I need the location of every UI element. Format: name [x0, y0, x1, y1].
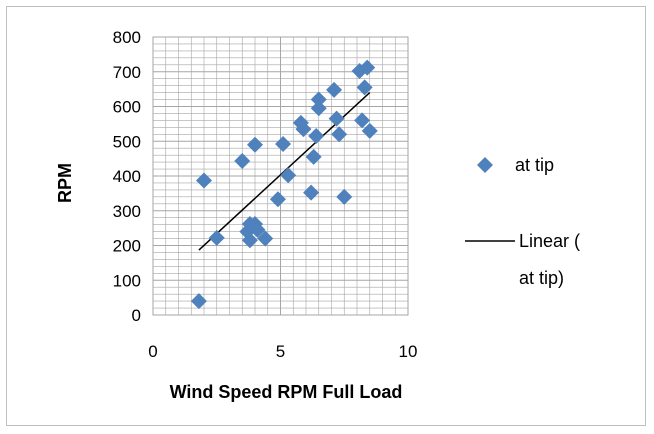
- legend-marker-at-tip: [477, 157, 493, 173]
- data-point: [310, 91, 327, 108]
- tick-label-layer: 0 100 200 300 400 500 600 700 800 0 5 10: [113, 28, 418, 361]
- y-tick-label: 300: [113, 202, 141, 221]
- axis-layer: [152, 36, 409, 316]
- data-point: [275, 136, 292, 153]
- data-point: [303, 184, 320, 201]
- legend-label-trendline: Linear ( at tip): [519, 231, 585, 288]
- data-point: [356, 79, 373, 96]
- y-tick-label: 700: [113, 63, 141, 82]
- data-point: [326, 81, 343, 98]
- data-point: [354, 112, 371, 129]
- legend-label-at-tip: at tip: [515, 155, 554, 175]
- data-point: [336, 188, 353, 205]
- y-tick-label: 400: [113, 167, 141, 186]
- data-point: [196, 172, 212, 189]
- data-point: [359, 59, 376, 76]
- data-point: [257, 230, 274, 247]
- x-tick-label: 0: [148, 342, 157, 361]
- grid-layer: [152, 36, 409, 316]
- y-tick-label: 800: [113, 28, 141, 47]
- data-point: [234, 153, 251, 170]
- y-tick-label: 600: [113, 98, 141, 117]
- data-point: [295, 121, 312, 138]
- x-tick-label: 10: [399, 342, 418, 361]
- x-axis-title: Wind Speed RPM Full Load: [170, 382, 403, 402]
- y-tick-label: 0: [132, 306, 141, 325]
- data-point: [249, 221, 266, 238]
- data-point: [269, 191, 286, 208]
- y-tick-label: 200: [113, 237, 141, 256]
- data-point: [208, 229, 225, 246]
- y-tick-label: 500: [113, 132, 141, 151]
- data-point: [190, 293, 207, 310]
- legend: at tip Linear ( at tip): [465, 155, 585, 288]
- data-point: [328, 110, 345, 127]
- x-tick-label: 5: [276, 342, 285, 361]
- data-point: [247, 136, 263, 153]
- legend-label-trendline-line1: Linear (: [519, 231, 580, 251]
- data-point: [241, 232, 258, 249]
- data-point: [308, 128, 325, 145]
- chart-frame: 0 100 200 300 400 500 600 700 800 0 5 10 RPM Wind S…: [6, 6, 646, 426]
- data-point: [280, 167, 297, 184]
- data-point: [305, 148, 322, 165]
- point-layer: [190, 59, 378, 310]
- data-point: [361, 122, 378, 139]
- y-axis-title: RPM: [55, 163, 75, 203]
- legend-label-trendline-line2: at tip): [519, 268, 564, 288]
- data-point: [310, 100, 327, 117]
- plot-border: [152, 36, 409, 316]
- data-point: [331, 126, 348, 143]
- y-tick-label: 100: [113, 271, 141, 290]
- scatter-chart: 0 100 200 300 400 500 600 700 800 0 5 10 RPM Wind S…: [55, 28, 585, 402]
